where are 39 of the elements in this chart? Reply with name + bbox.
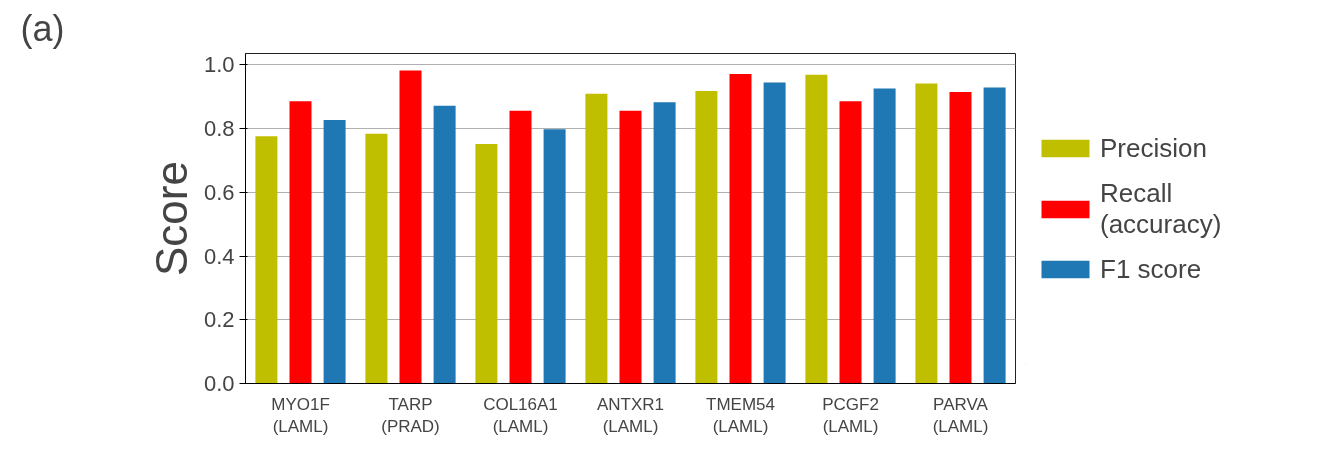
bar [585,93,608,384]
bar [323,120,346,384]
bar [475,143,498,384]
y-tick-label: 0.8 [203,116,235,142]
bar [763,82,786,384]
bar [873,88,896,384]
chart-title: (a) [20,7,65,49]
bar [915,83,938,384]
x-tick-label: PARVA (LAML) [932,394,989,437]
y-tick-label: 0.4 [203,243,235,269]
bar [433,105,456,384]
x-tick-label: MYO1F (LAML) [271,394,330,437]
bar [509,110,532,384]
bar [255,136,278,384]
x-tick-label: TMEM54 (LAML) [706,394,775,437]
legend-label: Precision [1100,132,1207,164]
bar [839,101,862,384]
bar [729,73,752,384]
bar [289,101,312,384]
y-tick-label: 1.0 [203,52,235,78]
bar [365,133,388,384]
bar [399,70,422,384]
y-tick-label: 0.2 [203,307,235,333]
bar [949,92,972,384]
x-tick-label: PCGF2 (LAML) [822,394,879,437]
legend-label: Recall (accuracy) [1100,177,1222,240]
bar [805,74,828,384]
x-tick-label: ANTXR1 (LAML) [596,394,665,437]
y-axis-title: Score [146,161,196,276]
bar [983,87,1006,384]
x-tick-label: TARP (PRAD) [381,394,440,437]
bar [695,91,718,384]
bar [543,129,566,384]
bar [653,102,676,384]
y-tick-label: 0.6 [203,179,235,205]
y-tick-label: 0.0 [203,371,235,396]
legend-label: F1 score [1100,253,1202,285]
bar [619,110,642,384]
x-tick-label: COL16A1 (LAML) [483,394,558,437]
